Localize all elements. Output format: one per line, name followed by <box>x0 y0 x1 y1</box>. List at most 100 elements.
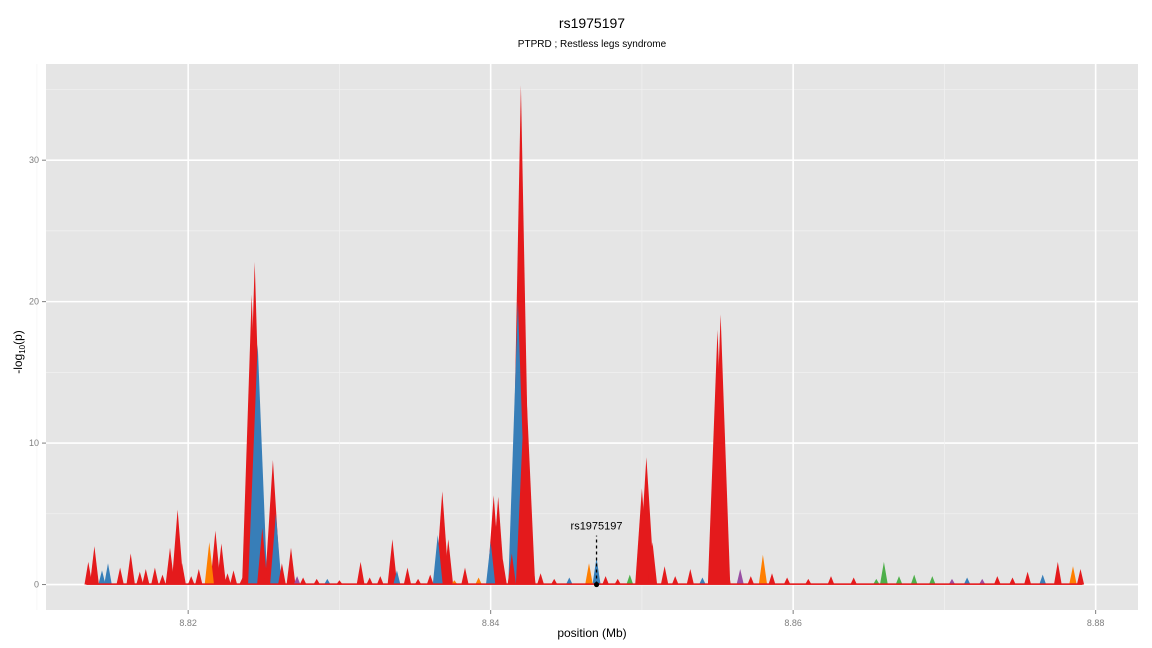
peak-red <box>216 543 226 585</box>
peak-red <box>366 577 373 585</box>
peak-orange <box>758 554 768 585</box>
peak-red <box>671 576 679 585</box>
peak-blue <box>98 570 106 585</box>
peak-orange <box>204 542 214 585</box>
peak-red <box>116 567 124 585</box>
peak-red <box>768 573 776 585</box>
y-axis-label: -log10(p) <box>11 330 27 374</box>
peak-green <box>873 578 880 585</box>
peak-red <box>286 547 296 585</box>
peak-red <box>263 567 271 585</box>
peak-blue <box>963 577 971 585</box>
peak-blue <box>324 578 331 585</box>
baseline-strip <box>86 583 1083 585</box>
peak-red <box>376 576 384 585</box>
peak-red <box>126 553 135 585</box>
peak-green <box>895 576 903 585</box>
peak-red <box>414 578 422 585</box>
peak-red <box>224 573 231 585</box>
y-tick-label: 30 <box>29 155 39 165</box>
peak-red <box>165 547 175 585</box>
y-tick-label: 10 <box>29 438 39 448</box>
y-tick-label: 0 <box>34 580 39 590</box>
peak-red <box>747 576 755 585</box>
peak-blue <box>270 513 282 585</box>
peak-red <box>491 496 505 585</box>
peak-red <box>142 569 150 585</box>
peak-red <box>994 576 1001 585</box>
peak-red <box>159 574 166 585</box>
x-axis-label: position (Mb) <box>557 626 626 640</box>
plot-panel <box>46 64 1138 610</box>
peak-purple <box>736 569 744 585</box>
peak-red <box>515 372 536 585</box>
peak-red <box>686 569 694 585</box>
peak-red <box>89 546 99 585</box>
peak-red <box>707 329 728 585</box>
peak-areas <box>84 85 1085 585</box>
peak-green <box>880 561 888 585</box>
peak-orange <box>585 563 593 585</box>
peak-red <box>551 578 558 585</box>
peak-blue <box>1039 574 1047 585</box>
x-tick-label: 8.82 <box>179 618 197 628</box>
chart-subtitle: PTPRD ; Restless legs syndrome <box>518 39 667 50</box>
peak-orange <box>475 577 482 585</box>
peak-red <box>299 577 307 585</box>
peak-red <box>356 561 365 585</box>
peak-red <box>136 571 144 585</box>
peak-green <box>910 574 918 585</box>
peak-orange <box>1069 566 1077 585</box>
peak-red <box>660 566 669 585</box>
peak-red <box>171 509 184 585</box>
peak-blue <box>566 577 573 585</box>
peak-red <box>387 539 398 585</box>
peak-green <box>626 574 634 585</box>
peak-red <box>647 542 658 585</box>
peak-red <box>461 567 469 585</box>
highlight-marker: rs1975197 <box>571 521 623 588</box>
peak-red <box>426 574 434 585</box>
peak-red <box>195 569 203 585</box>
peak-red <box>1009 577 1016 585</box>
peak-red <box>278 563 286 585</box>
peak-red <box>210 530 221 585</box>
peak-blue <box>432 535 443 585</box>
peak-red <box>507 553 516 585</box>
highlight-point <box>593 581 600 588</box>
peak-red <box>602 576 609 585</box>
peak-red <box>178 563 186 585</box>
grid-lines <box>36 64 1138 610</box>
x-tick-label: 8.88 <box>1087 618 1105 628</box>
peak-red <box>1024 571 1032 585</box>
peak-red <box>850 577 857 585</box>
peak-red <box>230 570 238 585</box>
peak-red <box>1076 569 1085 585</box>
peak-red <box>239 577 246 585</box>
peak-blue <box>699 577 706 585</box>
peak-red <box>498 559 507 585</box>
peak-red <box>614 578 621 585</box>
x-tick-label: 8.86 <box>784 618 802 628</box>
peak-red <box>827 576 835 585</box>
peak-red <box>257 528 268 585</box>
y-tick-label: 20 <box>29 297 39 307</box>
x-axis-ticks: 8.82 8.84 8.86 8.88 <box>179 610 1104 628</box>
x-tick-label: 8.84 <box>482 618 500 628</box>
peak-red <box>187 576 195 585</box>
peak-red <box>403 567 412 585</box>
peak-purple <box>979 578 986 585</box>
peak-red <box>313 578 320 585</box>
peak-purple <box>293 576 301 585</box>
peak-red <box>1054 561 1062 585</box>
peak-red <box>443 539 454 585</box>
y-axis-ticks: 0 10 20 30 <box>29 155 46 590</box>
peak-green <box>929 576 936 585</box>
peak-red <box>805 578 812 585</box>
peak-blue <box>486 542 496 585</box>
peak-red <box>151 567 159 585</box>
peak-blue <box>248 344 268 585</box>
peak-red <box>783 577 791 585</box>
peak-purple <box>948 578 956 585</box>
